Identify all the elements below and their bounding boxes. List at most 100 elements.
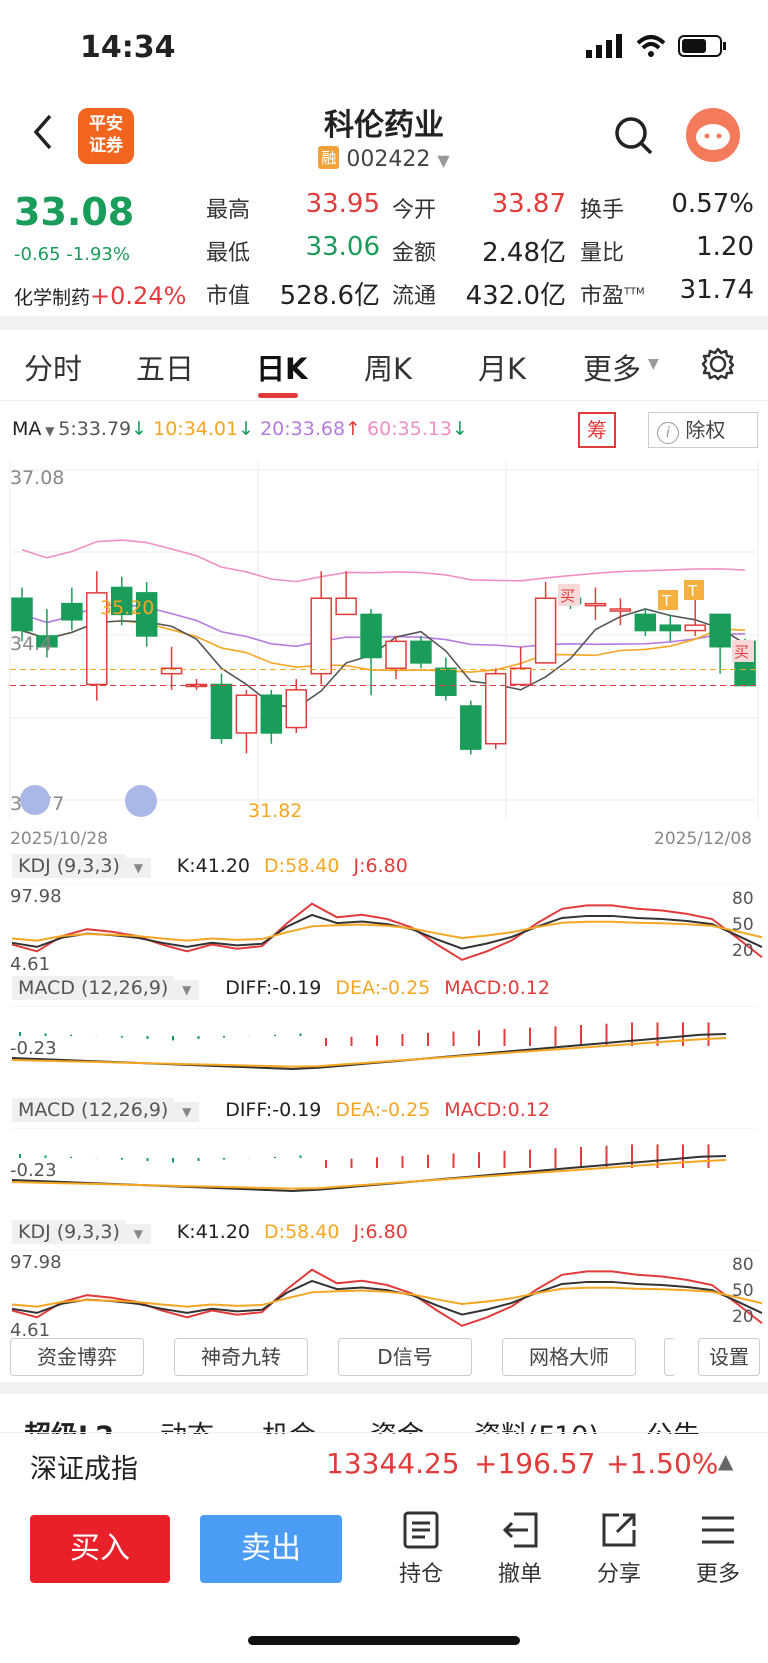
logo-text-2: 证券	[89, 136, 123, 156]
candle-body	[110, 586, 133, 616]
current-price: 33.08	[14, 190, 135, 234]
indicator-header[interactable]: KDJ (9,3,3) ▼ K:41.20 D:58.40 J:6.80	[12, 854, 422, 878]
share-label: 分享	[596, 1562, 641, 1587]
ma5-value: 5:33.79	[58, 418, 132, 440]
indicator-value: DEA:-0.25	[335, 977, 431, 999]
indicator-header[interactable]: KDJ (9,3,3) ▼ K:41.20 D:58.40 J:6.80	[12, 1220, 422, 1244]
undo-icon	[502, 1512, 538, 1548]
tab-3[interactable]: 周K	[364, 352, 413, 386]
dea-line	[11, 1159, 727, 1190]
stat-value: 33.87	[491, 189, 566, 219]
ex-right-button[interactable]: i 除权	[648, 412, 758, 448]
indicator-value: DEA:-0.25	[335, 1099, 431, 1121]
holdings-button[interactable]: 持仓	[386, 1510, 456, 1588]
indicator-header[interactable]: MACD (12,26,9) ▼ DIFF:-0.19 DEA:-0.25 MACD…	[12, 976, 564, 1000]
candle-body	[160, 667, 183, 675]
candle-body	[235, 694, 258, 734]
tool-button-2[interactable]: D信号	[338, 1338, 472, 1376]
tab-5[interactable]: 更多	[583, 352, 642, 386]
kline-chart[interactable]: 37.0834.430.772025/10/282025/12/0835.203…	[0, 460, 768, 850]
ma-legend[interactable]: MA ▼ 5:33.79↓ 10:34.01↓ 20:33.68↑ 60:35.…	[12, 418, 468, 440]
share-button[interactable]: 分享	[584, 1510, 654, 1588]
kdj-line	[11, 902, 763, 961]
battery-icon	[678, 35, 726, 57]
subtab-0[interactable]: 超级L2	[24, 1414, 114, 1434]
sector-info[interactable]: 化学制药+0.24%	[14, 282, 186, 310]
sell-button[interactable]: 卖出	[200, 1515, 342, 1583]
y-axis-mid: 34.4	[10, 633, 52, 655]
index-bar[interactable]: 深证成指 13344.25 +196.57 +1.50% ▲	[0, 1432, 768, 1494]
back-icon[interactable]	[28, 112, 58, 152]
stat-label: 换手	[580, 198, 625, 223]
stat-label: 今开	[392, 198, 437, 223]
index-name: 深证成指	[30, 1454, 138, 1485]
tab-1[interactable]: 五日	[136, 352, 195, 386]
tab-0[interactable]: 分时	[24, 352, 83, 386]
subtab-1[interactable]: 动态	[160, 1414, 214, 1434]
tool-button-partial[interactable]	[664, 1338, 676, 1376]
candle-body	[36, 635, 58, 648]
home-indicator	[248, 1636, 520, 1645]
kdj-bottom-label: 4.61	[10, 954, 50, 974]
logo-text-1: 平安	[89, 114, 123, 134]
stat-value: 33.06	[305, 232, 380, 262]
subtab-4[interactable]: 资料(F10)	[474, 1414, 599, 1434]
kdj-line	[11, 920, 763, 942]
indicator-value: MACD:0.12	[444, 977, 550, 999]
candle-body	[11, 597, 33, 632]
candle-body	[285, 689, 308, 729]
subtab-3[interactable]: 资金	[370, 1414, 424, 1434]
settings-gear-icon[interactable]	[700, 346, 736, 382]
indicator-header[interactable]: MACD (12,26,9) ▼ DIFF:-0.19 DEA:-0.25 MACD…	[12, 1098, 564, 1122]
kdj-level-label: 50	[732, 1281, 754, 1301]
sector-pct: +0.24%	[90, 282, 187, 310]
buy-signal-badge	[558, 584, 580, 606]
wifi-icon	[636, 35, 666, 57]
cancel-order-button[interactable]: 撤单	[485, 1510, 555, 1588]
stat-value: 1.20	[696, 232, 754, 262]
tool-button-0[interactable]: 资金博弈	[10, 1338, 144, 1376]
divider	[0, 316, 768, 330]
stat-value: 432.0亿	[465, 281, 566, 311]
macd-axis-label: -0.23	[10, 1038, 57, 1059]
sector-name: 化学制药	[14, 287, 91, 309]
tool-button-1[interactable]: 神奇九转	[174, 1338, 308, 1376]
tab-4[interactable]: 月K	[478, 352, 527, 386]
ma10-value: 10:34.01	[153, 418, 239, 440]
indicator-name[interactable]: KDJ (9,3,3)	[12, 854, 126, 878]
buy-button[interactable]: 买入	[30, 1515, 170, 1583]
tab-2[interactable]: 日K	[256, 352, 308, 386]
tool-button-3[interactable]: 网格大师	[502, 1338, 636, 1376]
more-button[interactable]: 更多	[683, 1510, 753, 1588]
share-icon	[602, 1513, 636, 1547]
expand-arrows-icon[interactable]	[20, 785, 50, 815]
indicator-value: J:6.80	[353, 855, 408, 877]
candle-body	[484, 672, 507, 745]
indicator-name[interactable]: MACD (12,26,9)	[12, 1098, 175, 1122]
indicator-plot: 97.98 4.61 80 50 20	[10, 884, 763, 974]
chip-button[interactable]: 筹	[578, 412, 616, 448]
subtab-2[interactable]: 机会	[262, 1414, 316, 1434]
subtab-5[interactable]: 公告	[646, 1414, 700, 1434]
indicator-value: D:58.40	[264, 1221, 340, 1243]
sub-tabs: 超级L2 动态 机会 资金 资料(F10) 公告	[0, 1400, 768, 1434]
index-change: +196.57	[474, 1447, 596, 1480]
indicator-value: DIFF:-0.19	[225, 1099, 322, 1121]
stat-value: 2.48亿	[482, 238, 566, 268]
caret-down-icon: ▼	[125, 1224, 151, 1244]
indicator-name[interactable]: MACD (12,26,9)	[12, 976, 175, 1000]
stock-code-selector[interactable]: 融 002422 ▼	[0, 146, 768, 172]
candle-body	[684, 624, 706, 632]
holdings-icon	[403, 1511, 439, 1549]
assistant-avatar-icon[interactable]	[686, 108, 740, 162]
search-icon[interactable]	[612, 114, 656, 158]
fullscreen-icon[interactable]	[125, 785, 157, 817]
candle-body	[61, 602, 83, 621]
caret-down-icon: ▼	[41, 424, 59, 438]
indicator-name[interactable]: KDJ (9,3,3)	[12, 1220, 126, 1244]
tool-button-4[interactable]: 设置	[698, 1338, 760, 1376]
date-end: 2025/12/08	[654, 829, 752, 849]
index-pct: +1.50%	[606, 1447, 719, 1480]
t-signal-text: T	[687, 582, 698, 600]
kdj-line	[11, 913, 763, 950]
